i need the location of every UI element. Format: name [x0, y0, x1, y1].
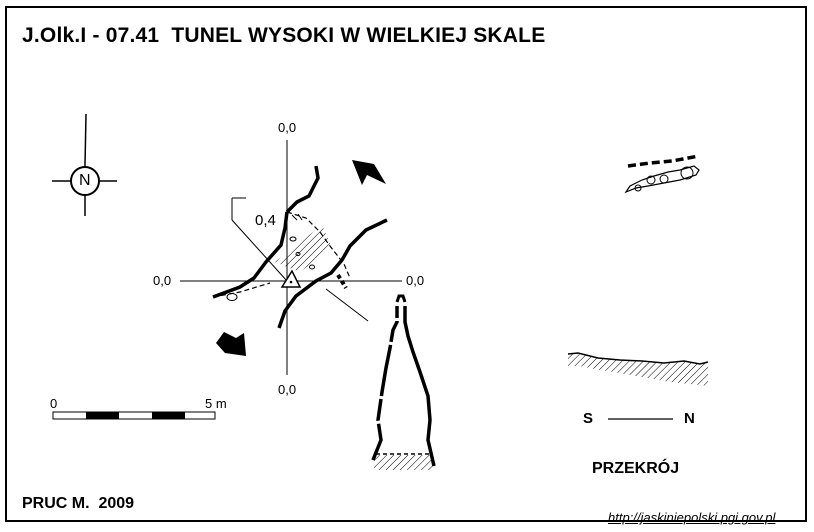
north-label: N [79, 172, 91, 189]
section-large [567, 352, 709, 420]
compass-icon [52, 113, 117, 216]
section-south-label: S [583, 410, 594, 427]
section-title: PRZEKRÓJ [592, 460, 680, 477]
height-mark-label: 0,4 [255, 212, 276, 229]
map-title: J.Olk.I - 07.41 TUNEL WYSOKI W WIELKIEJ … [22, 24, 546, 47]
section-north-label: N [684, 410, 695, 427]
cave-plan [212, 165, 388, 329]
author-credit: PRUC M. 2009 [22, 495, 135, 512]
elevation-left-label: 0,0 [153, 273, 172, 288]
source-link[interactable]: http://jaskiniepolski.pgi.gov.pl [608, 510, 776, 525]
scale-bar [52, 411, 216, 420]
scale-end-label: 5 m [205, 396, 227, 411]
entrance-arrow-icon [216, 332, 246, 356]
scale-start-label: 0 [50, 396, 58, 411]
elevation-top-label: 0,0 [278, 120, 297, 135]
section-small [624, 154, 700, 194]
elevation-bottom-label: 0,0 [278, 382, 297, 397]
cave-profile [371, 294, 436, 470]
elevation-right-label: 0,0 [406, 273, 425, 288]
map-frame [5, 6, 807, 522]
entrance-arrow-icon [352, 160, 386, 185]
